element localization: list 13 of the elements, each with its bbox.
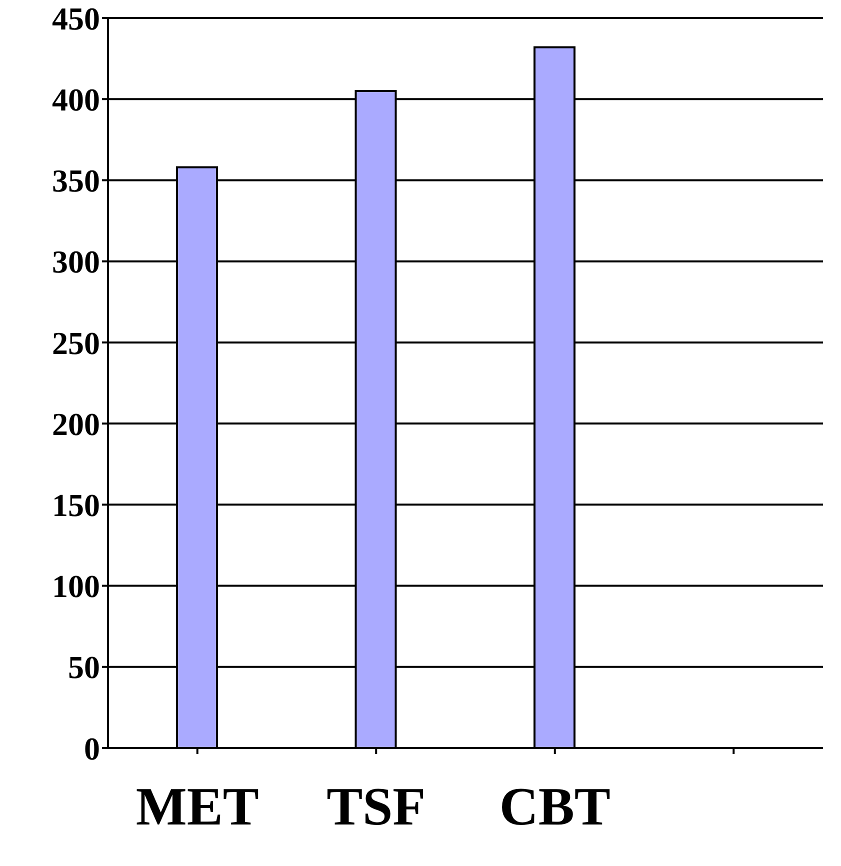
y-tick-label: 300 <box>52 244 100 280</box>
x-tick-label: CBT <box>499 776 610 836</box>
y-tick-label: 150 <box>52 487 100 524</box>
y-tick-label: 50 <box>68 649 100 686</box>
y-tick-label: 200 <box>52 406 100 442</box>
y-tick-label: 250 <box>52 324 100 361</box>
y-tick-label: 0 <box>84 730 100 766</box>
x-tick-label: MET <box>136 776 259 836</box>
y-tick-label: 350 <box>52 162 100 199</box>
y-tick-label: 450 <box>52 0 100 36</box>
y-tick-label: 100 <box>52 568 100 604</box>
x-tick-label: TSF <box>326 776 426 836</box>
y-tick-label: 400 <box>52 81 100 118</box>
